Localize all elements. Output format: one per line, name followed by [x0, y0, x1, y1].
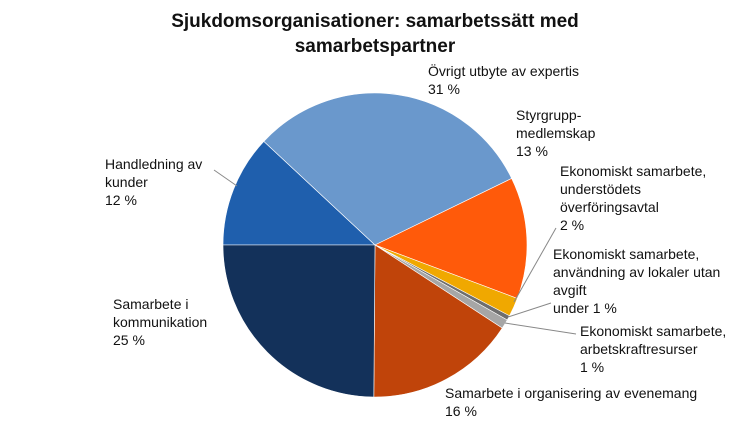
leader-line — [504, 322, 577, 335]
slice-label: Samarbete i organisering av evenemang 16 … — [445, 384, 745, 420]
category-name: Styrgrupp-medlemskap — [516, 107, 596, 141]
leader-line — [507, 302, 552, 318]
category-name: Samarbete i kommunikation — [113, 296, 208, 330]
leader-line — [213, 169, 238, 187]
value-label: 1 % — [580, 359, 605, 375]
slice-label: Ekonomiskt samarbete, arbetskraftresurse… — [580, 322, 750, 376]
pie-slice — [373, 244, 503, 398]
value-label: 2 % — [560, 217, 585, 233]
category-name: Samarbete i organisering av evenemang — [445, 385, 698, 401]
slice-label: Övrigt utbyte av expertis 31 % — [428, 62, 638, 98]
value-label: 12 % — [105, 192, 137, 208]
pie-slice — [222, 244, 376, 398]
value-label: 25 % — [113, 332, 145, 348]
category-name: Ekonomiskt samarbete, arbetskraftresurse… — [580, 323, 727, 357]
pie-slice — [222, 140, 376, 246]
chart-title: Sjukdomsorganisationer: samarbetssätt me… — [171, 11, 579, 57]
category-name: Övrigt utbyte av expertis — [428, 63, 579, 79]
slice-label: Handledning av kunder 12 % — [105, 155, 215, 209]
slice-label: Ekonomiskt samarbete, understödets överf… — [560, 162, 730, 234]
value-label: 13 % — [516, 143, 548, 159]
slice-label: Styrgrupp-medlemskap 13 % — [516, 106, 606, 160]
slice-label: Samarbete i kommunikation 25 % — [113, 295, 233, 349]
category-name: Ekonomiskt samarbete, understödets överf… — [560, 163, 707, 215]
pie — [222, 92, 528, 398]
category-name: Ekonomiskt samarbete, användning av loka… — [553, 246, 721, 298]
leader-line — [513, 227, 557, 303]
value-label: 31 % — [428, 81, 460, 97]
value-label: 16 % — [445, 403, 477, 419]
category-name: Handledning av kunder — [105, 156, 203, 190]
value-label: under 1 % — [553, 300, 617, 316]
slice-label: Ekonomiskt samarbete, användning av loka… — [553, 245, 743, 317]
pie-slice — [263, 92, 513, 246]
